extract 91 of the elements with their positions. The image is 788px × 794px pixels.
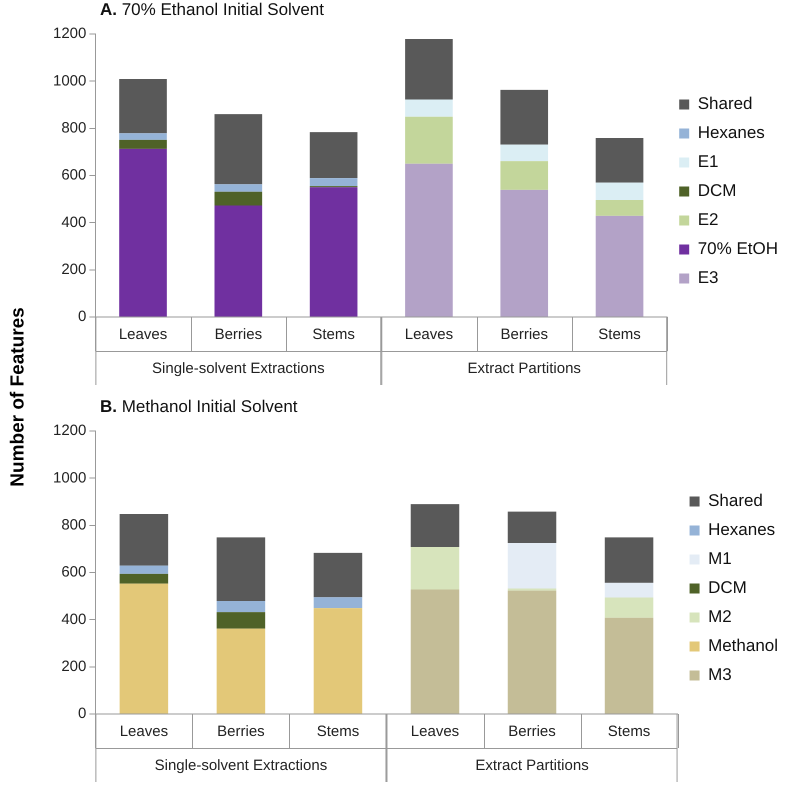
y-axis-title: Number of Features	[8, 307, 30, 487]
bar	[120, 574, 168, 584]
y-tick-label: 0	[78, 308, 86, 326]
bar	[119, 140, 167, 149]
bar	[410, 504, 460, 548]
y-tick-label: 400	[61, 610, 86, 628]
bar	[314, 597, 362, 608]
x-tick-label: Leaves	[118, 326, 168, 344]
bar	[604, 582, 654, 598]
bar	[500, 161, 548, 190]
bar	[508, 590, 556, 714]
bar	[119, 133, 167, 140]
bar	[216, 628, 266, 714]
legend-label: Shared	[708, 491, 763, 510]
bar	[500, 90, 548, 145]
y-tick-label: 1200	[52, 25, 86, 42]
x-tick-label: Leaves	[404, 326, 454, 344]
bar	[216, 601, 266, 612]
bar	[310, 132, 358, 178]
chart-title: A. 70% Ethanol Initial Solvent	[100, 0, 324, 20]
bar	[596, 200, 644, 216]
bar	[500, 190, 548, 316]
y-tick-label: 1000	[52, 469, 86, 486]
y-tick-label: 800	[61, 119, 86, 136]
bar	[119, 79, 167, 134]
x-tick-label: Leaves	[410, 723, 460, 740]
x-tick-label: Berries	[217, 723, 265, 740]
bar	[120, 514, 168, 566]
x-tick-label: Stems	[608, 723, 650, 740]
legend-label: DCM	[708, 578, 747, 598]
legend-label: E2	[698, 210, 718, 230]
bar	[310, 178, 358, 186]
bar	[314, 552, 362, 598]
bar	[216, 537, 266, 602]
bar	[216, 612, 266, 629]
legend-label: Methanol	[708, 636, 778, 656]
bar	[508, 512, 556, 544]
text: Extract Partitions	[475, 757, 589, 774]
x-tick-label: Stems	[312, 326, 355, 344]
bar	[405, 116, 453, 164]
bar	[596, 138, 644, 183]
bar	[596, 216, 644, 316]
y-tick-label: 600	[61, 564, 86, 581]
y-tick-label: 400	[61, 214, 86, 231]
text: Extract Partitions	[468, 360, 581, 378]
bar	[314, 608, 362, 714]
legend-label: E3	[698, 268, 718, 288]
x-tick-label: Berries	[508, 723, 556, 740]
y-tick-label: 1200	[52, 422, 86, 440]
bar	[405, 38, 453, 100]
bar	[120, 584, 168, 714]
bar	[310, 187, 358, 316]
bar	[410, 589, 460, 714]
x-tick-label: Stems	[316, 723, 360, 740]
text: Single-solvent Extractions	[152, 360, 325, 378]
bar	[405, 164, 453, 316]
bar	[214, 114, 262, 184]
text: Single-solvent Extractions	[154, 757, 328, 774]
chart-title: B. Methanol Initial Solvent	[100, 397, 298, 417]
legend-label: Hexanes	[698, 123, 765, 142]
bar	[604, 618, 654, 714]
bar	[410, 547, 460, 590]
y-tick-label: 1000	[52, 72, 86, 90]
legend-label: E1	[698, 152, 718, 172]
legend-label: M1	[708, 549, 732, 568]
y-tick-label: 200	[61, 260, 86, 278]
legend-label: M2	[708, 607, 732, 626]
bar	[604, 537, 654, 583]
bar	[604, 598, 654, 618]
legend-label: M3	[708, 665, 732, 684]
y-tick-label: 800	[61, 516, 86, 534]
bar	[120, 566, 168, 574]
bar	[214, 192, 262, 206]
legend-label: Shared	[698, 94, 753, 114]
x-tick-label: Berries	[500, 326, 548, 344]
x-tick-label: Leaves	[120, 723, 168, 740]
y-tick-label: 600	[61, 166, 86, 184]
y-tick-label: 0	[78, 705, 86, 722]
bar	[214, 184, 262, 192]
bar	[500, 144, 548, 162]
bar	[508, 543, 556, 589]
legend-label: Hexanes	[708, 520, 776, 540]
bar	[119, 148, 167, 316]
x-tick-label: Stems	[598, 326, 641, 344]
bar	[214, 205, 262, 316]
bar	[405, 100, 453, 117]
y-tick-label: 200	[61, 658, 86, 675]
x-tick-label: Berries	[214, 326, 262, 344]
legend-label: DCM	[698, 181, 736, 200]
bar	[596, 182, 644, 200]
legend-label: 70% EtOH	[698, 239, 778, 258]
